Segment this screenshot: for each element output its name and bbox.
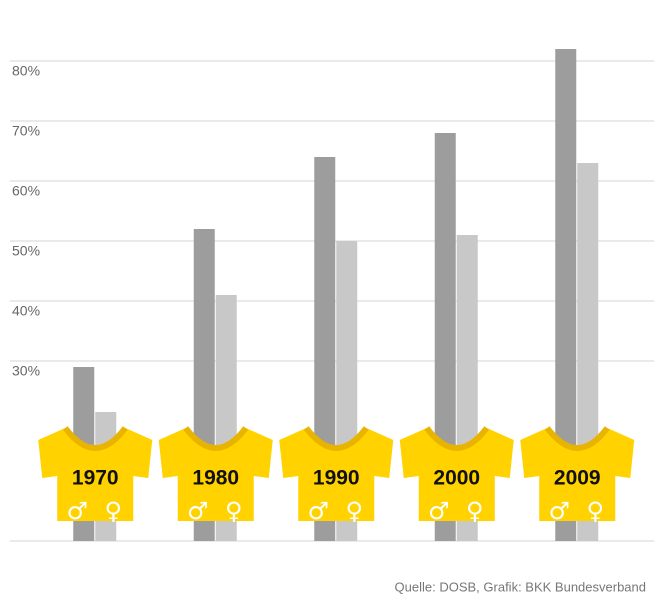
legend-symbol: ♀: [466, 497, 484, 525]
legend-symbol: ♀: [345, 497, 363, 525]
chart: Quelle: DOSB, Grafik: BKK Bundesverband …: [0, 0, 654, 598]
y-tick-label: 80%: [12, 63, 40, 79]
legend-symbol: ♂: [66, 497, 88, 525]
y-tick-label: 70%: [12, 123, 40, 139]
legend-symbol: ♀: [225, 497, 243, 525]
y-tick-label: 60%: [12, 183, 40, 199]
legend-symbol: ♂: [548, 497, 570, 525]
source-note: Quelle: DOSB, Grafik: BKK Bundesverband: [395, 579, 646, 594]
x-tick-label: 1970: [72, 467, 119, 490]
x-tick-label: 1980: [192, 467, 239, 490]
y-tick-label: 30%: [12, 363, 40, 379]
x-tick-label: 2009: [554, 467, 601, 490]
x-tick-label: 1990: [313, 467, 360, 490]
y-tick-label: 50%: [12, 243, 40, 259]
y-tick-label: 40%: [12, 303, 40, 319]
legend-symbol: ♀: [586, 497, 604, 525]
legend-symbol: ♂: [428, 497, 450, 525]
legend-symbol: ♀: [104, 497, 122, 525]
x-tick-label: 2000: [433, 467, 480, 490]
legend-symbol: ♂: [307, 497, 329, 525]
legend-symbol: ♂: [187, 497, 209, 525]
